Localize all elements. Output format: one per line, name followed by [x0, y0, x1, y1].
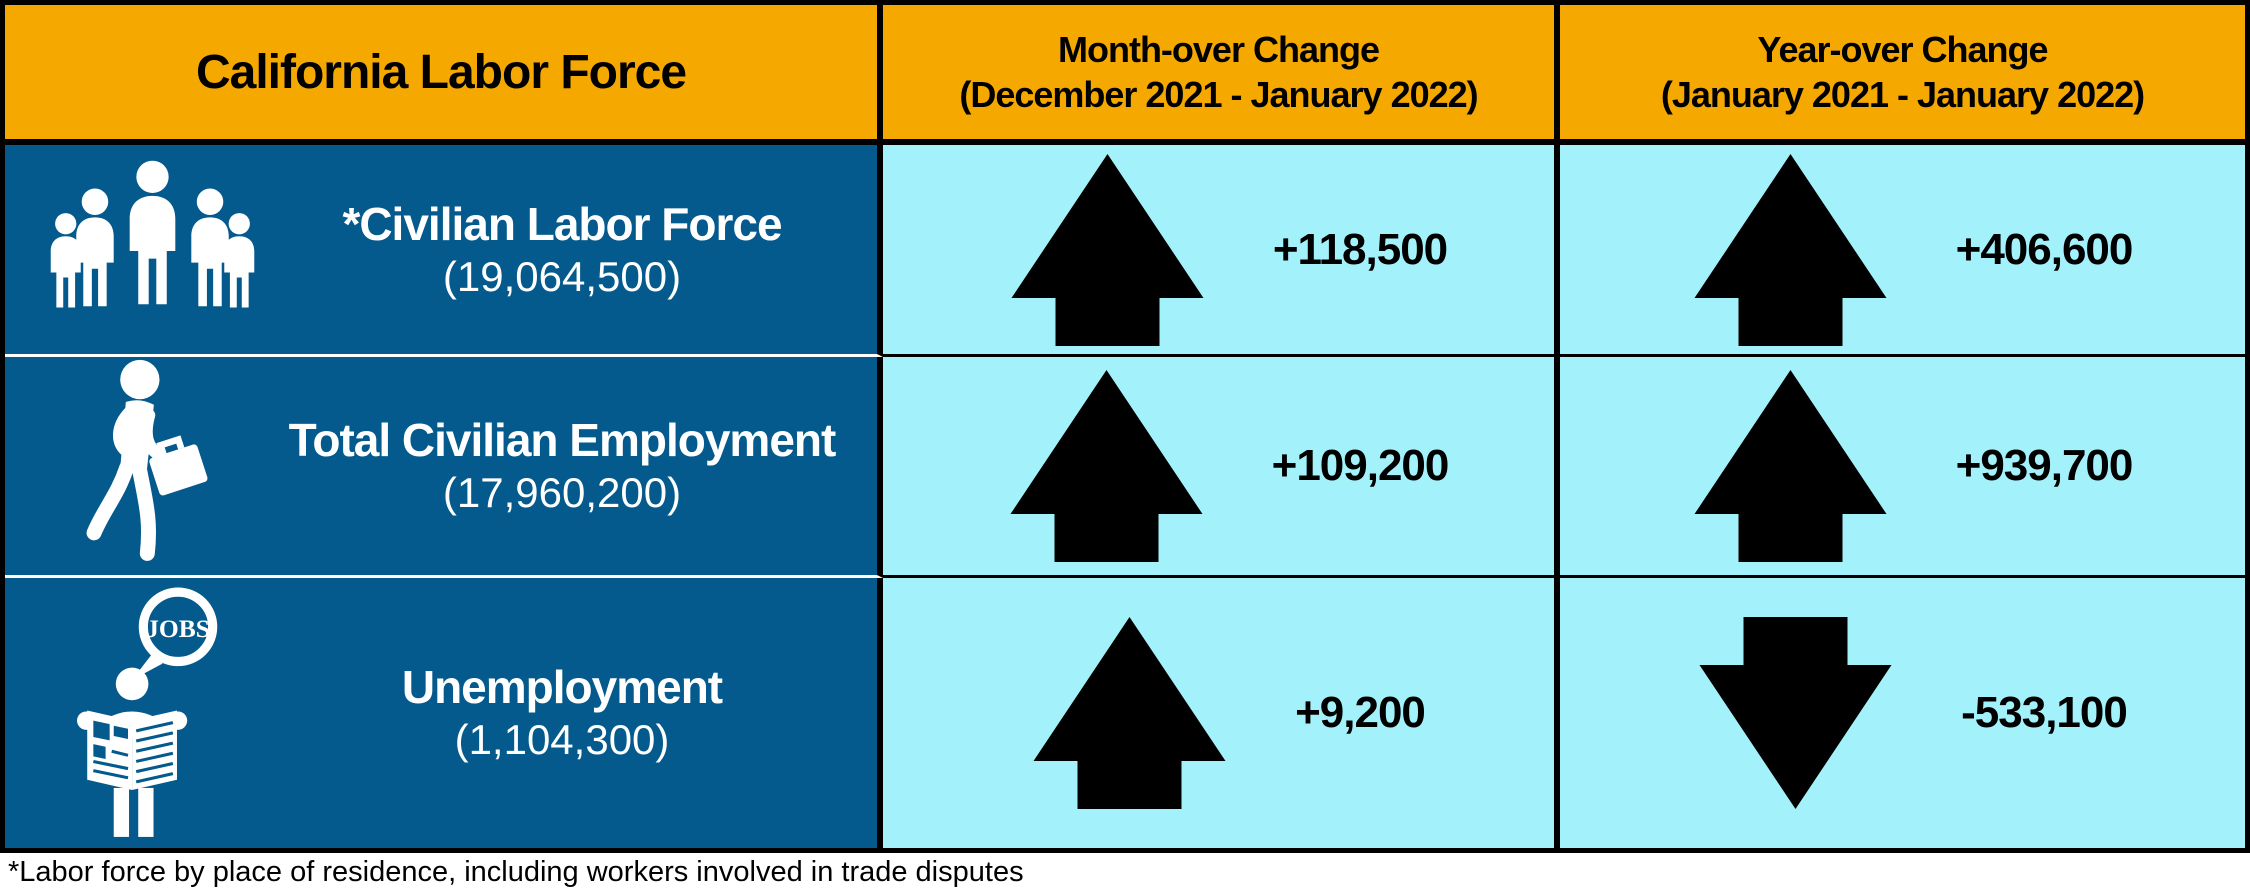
- year-change-value: +939,700: [1955, 441, 2134, 490]
- header-year-over-change: Year-over Change (January 2021 - January…: [1560, 5, 2245, 145]
- header-california-labor-force: California Labor Force: [5, 5, 883, 145]
- table-title: California Labor Force: [195, 45, 687, 99]
- people-group-icon: [27, 152, 277, 347]
- year-header-line1: Year-over Change: [1757, 29, 2048, 70]
- month-change-value: +109,200: [1271, 441, 1450, 490]
- up-arrow-icon: [990, 150, 1225, 350]
- total-civilian-employment-month-change-cell: +109,200: [883, 357, 1560, 578]
- row-level: (17,960,200): [442, 469, 682, 517]
- year-change-value: -533,100: [1961, 688, 2128, 737]
- row-label: *Civilian Labor Force: [342, 197, 782, 250]
- year-change-value: +406,600: [1955, 224, 2134, 274]
- walking-worker-briefcase-icon: [27, 359, 277, 574]
- labor-force-table: California Labor Force Month-over Change…: [0, 0, 2250, 853]
- month-change-value: +9,200: [1295, 688, 1426, 737]
- jobs-bubble-text: JOBS: [146, 614, 210, 643]
- unemployment-month-change-cell: +9,200: [883, 578, 1560, 848]
- down-arrow-icon: [1678, 613, 1913, 813]
- row-level: (1,104,300): [454, 716, 670, 764]
- up-arrow-icon: [989, 366, 1224, 566]
- civilian-labor-force-month-change-cell: +118,500: [883, 145, 1560, 357]
- up-arrow-icon: [1012, 613, 1247, 813]
- jobs-newspaper-reader-icon: JOBS: [27, 586, 277, 841]
- up-arrow-icon: [1673, 150, 1908, 350]
- year-header-line2: (January 2021 - January 2022): [1660, 74, 2145, 115]
- row-unemployment: JOBS: [5, 578, 883, 848]
- up-arrow-icon: [1673, 366, 1908, 566]
- footnote: *Labor force by place of residence, incl…: [8, 855, 1024, 888]
- unemployment-year-change-cell: -533,100: [1560, 578, 2245, 848]
- row-total-civilian-employment: Total Civilian Employment (17,960,200): [5, 357, 883, 578]
- header-month-over-change: Month-over Change (December 2021 - Janua…: [883, 5, 1560, 145]
- month-change-value: +118,500: [1272, 224, 1448, 274]
- row-civilian-labor-force: *Civilian Labor Force (19,064,500): [5, 145, 883, 357]
- month-header-line1: Month-over Change: [1057, 29, 1380, 70]
- total-civilian-employment-year-change-cell: +939,700: [1560, 357, 2245, 578]
- month-header-line2: (December 2021 - January 2022): [959, 74, 1478, 115]
- civilian-labor-force-year-change-cell: +406,600: [1560, 145, 2245, 357]
- row-level: (19,064,500): [442, 252, 682, 300]
- row-label: Total Civilian Employment: [288, 414, 837, 467]
- row-label: Unemployment: [401, 661, 723, 714]
